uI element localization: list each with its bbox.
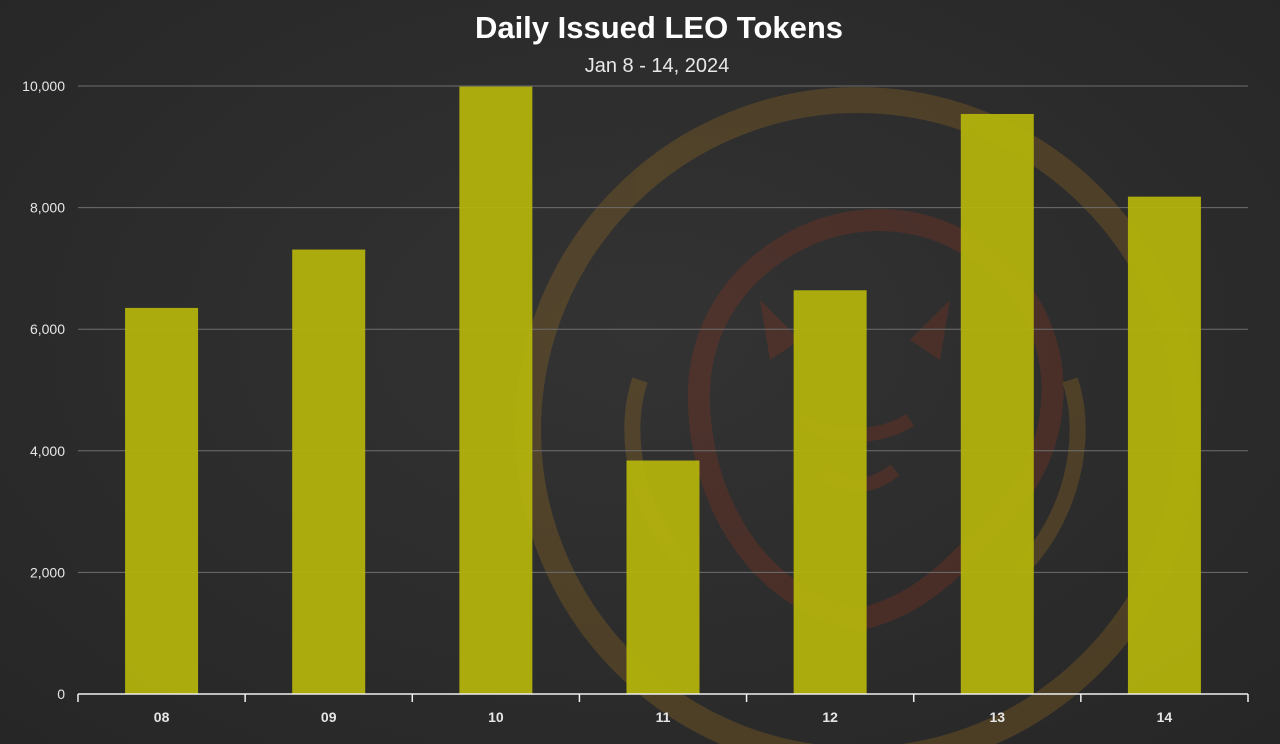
y-axis-tick-labels: 0 2,000 4,000 6,000 8,000 10,000 [22,78,65,702]
bar-13 [960,113,1034,694]
x-tick-label: 10 [488,709,504,725]
bar-14 [1127,196,1201,694]
gridlines [78,85,1248,573]
y-tick-label: 6,000 [30,321,65,337]
y-tick-label: 4,000 [30,443,65,459]
chart-subtitle: Jan 8 - 14, 2024 [585,55,730,77]
x-tick-label: 12 [822,709,838,725]
bar-10 [459,86,533,694]
y-tick-label: 2,000 [30,564,65,580]
bar-11 [626,460,700,694]
axes [77,693,1249,702]
x-tick-label: 13 [989,709,1005,725]
y-tick-label: 10,000 [22,78,65,94]
bar-08 [125,307,199,694]
chart-title: Daily Issued LEO Tokens [475,10,843,45]
bars [125,86,1201,694]
x-tick-label: 09 [321,709,337,725]
bar-12 [793,290,867,694]
bar-09 [292,249,366,694]
y-tick-label: 8,000 [30,200,65,216]
y-tick-label: 0 [57,686,65,702]
x-axis-tick-labels: 08 09 10 11 12 13 14 [154,709,1173,725]
x-tick-label: 14 [1157,709,1173,725]
x-tick-label: 08 [154,709,170,725]
x-tick-label: 11 [656,709,671,725]
